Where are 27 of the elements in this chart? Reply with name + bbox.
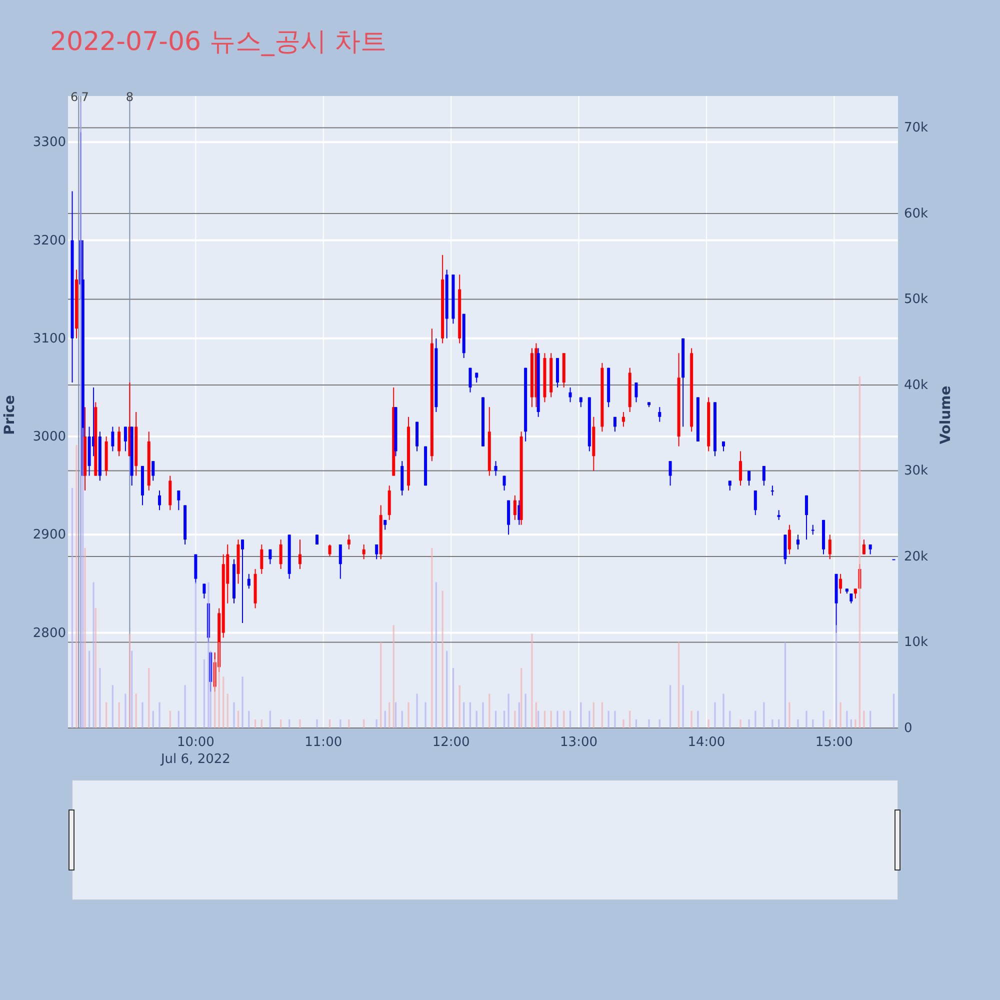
- x-tick-label: 15:00: [815, 735, 853, 750]
- y-tick-label: 3000: [32, 430, 66, 445]
- y-tick-label: 2800: [32, 626, 66, 641]
- y2-tick-label: 0: [904, 721, 912, 736]
- ref-line-label: 6: [70, 90, 78, 104]
- text: Jul 6, 2022: [160, 752, 230, 767]
- y2-tick-label: 60k: [904, 206, 929, 222]
- y-tick-label: 2900: [32, 528, 66, 543]
- ref-line-label: 7: [81, 90, 89, 104]
- x-tick-label: 11:00: [304, 735, 342, 750]
- y2-tick-label: 70k: [904, 120, 929, 136]
- x-tick-label: 13:00: [560, 735, 598, 750]
- y2-tick-label: 20k: [904, 549, 929, 564]
- y-tick-label: 3300: [32, 135, 66, 150]
- y-tick-label: 3100: [32, 331, 66, 346]
- y2-tick-label: 40k: [904, 378, 929, 393]
- y-axis-title: Price: [2, 395, 18, 435]
- x-tick-label: 12:00: [432, 735, 470, 750]
- y2-tick-label: 30k: [904, 464, 929, 479]
- x-tick-label: 14:00: [688, 735, 726, 750]
- ref-line-label: 8: [126, 90, 134, 104]
- y2-tick-label: 10k: [904, 635, 929, 650]
- chart-title: 2022-07-06 뉴스_공시 차트: [50, 27, 387, 57]
- y2-tick-label: 50k: [904, 292, 929, 308]
- y-tick-label: 3200: [32, 233, 66, 248]
- y2-axis-title: Volume: [938, 386, 954, 444]
- x-tick-label: 10:00: [176, 735, 214, 750]
